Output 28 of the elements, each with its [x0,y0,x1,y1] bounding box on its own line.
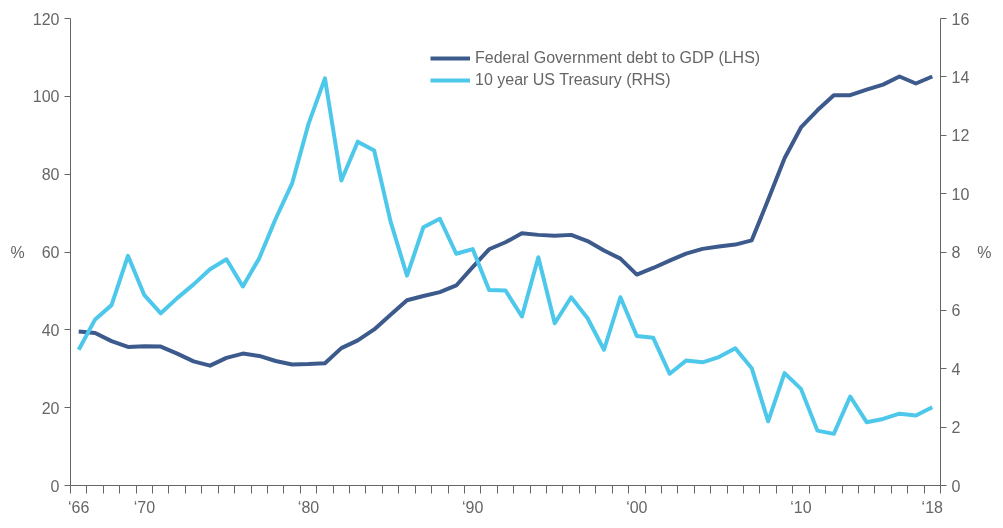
y-tick-label: 120 [32,10,60,28]
x-tick-label: ‘10 [790,498,812,516]
y2-axis-title: % [977,243,992,261]
legend-label: Federal Government debt to GDP (LHS) [475,49,761,67]
y-tick-label: 0 [50,477,60,495]
y2-tick-label: 6 [951,302,961,320]
x-tick-label: ‘66 [68,498,90,516]
y-tick-label: 20 [41,399,60,417]
y-tick-label: 80 [41,166,60,184]
y2-tick-label: 16 [951,10,970,28]
y2-tick-label: 10 [951,185,970,203]
y2-tick-label: 8 [951,244,961,261]
y-tick-label: 100 [32,88,60,106]
x-tick-label: ‘90 [461,498,484,516]
y-tick-label: 40 [41,321,60,339]
x-tick-label: ‘70 [133,498,156,516]
x-tick-label: ‘00 [626,498,648,516]
x-tick-label: ‘80 [297,498,320,516]
line-series [76,74,935,368]
y-tick-label: 60 [41,244,60,261]
y2-tick-label: 4 [951,360,961,378]
x-tick-label: ‘18 [921,498,944,516]
y2-tick-label: 12 [951,127,970,145]
y2-tick-label: 0 [951,477,961,495]
legend-label: 10 year US Treasury (RHS) [475,71,671,89]
y-axis-title: % [10,243,25,261]
y2-tick-label: 2 [951,419,961,437]
y2-tick-label: 14 [951,68,970,86]
